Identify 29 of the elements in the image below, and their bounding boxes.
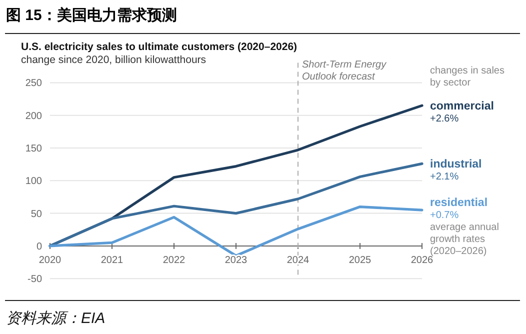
x-tick-label: 2021	[100, 254, 124, 266]
y-tick-label: 200	[25, 110, 42, 122]
text: average annual growth rates (2020–2026)	[430, 222, 499, 258]
x-tick-label: 2020	[38, 254, 62, 266]
legend-title: changes in sales by sector	[430, 66, 504, 89]
chart-title: 图 15：美国电力需求预测	[6, 6, 177, 24]
x-tick-label: 2023	[224, 254, 248, 266]
y-axis-title: change since 2020, billion kilowatthours	[21, 54, 206, 66]
text: +2.1%	[430, 172, 459, 183]
y-tick-label: 0	[36, 241, 42, 252]
y-tick-label: 250	[25, 78, 42, 90]
x-tick-label: 2024	[286, 254, 310, 266]
series-label: industrial	[430, 158, 482, 171]
y-tick-label: 50	[30, 208, 42, 220]
line-series	[48, 205, 424, 258]
x-tick-label: 2026	[410, 254, 434, 266]
text: +2.6%	[430, 114, 459, 125]
y-tick-label: 150	[25, 144, 42, 154]
x-tick-label: 2025	[348, 254, 372, 266]
text: 资料来源：EIA	[6, 310, 106, 327]
y-tick-label: 100	[25, 176, 42, 188]
ref-line-label: Short-Term Energy Outlook forecast	[302, 60, 388, 83]
x-tick-label: 2022	[162, 254, 186, 266]
y-tick-label: -50	[28, 274, 42, 286]
series-label: residential	[430, 197, 488, 210]
series-label: commercial	[430, 100, 494, 113]
chart-subtitle: U.S. electricity sales to ultimate customers (2020–2026)	[21, 41, 298, 53]
text: +0.7%	[430, 210, 459, 222]
line-series	[48, 162, 424, 248]
